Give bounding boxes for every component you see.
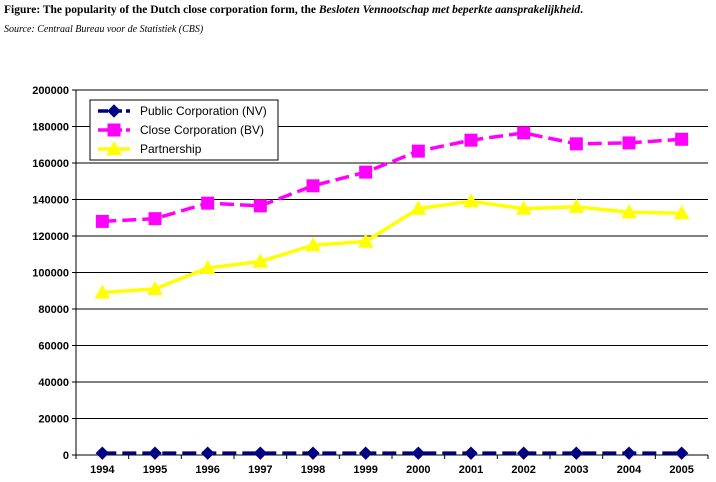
x-tick-label: 1999 — [353, 464, 377, 476]
data-point — [516, 446, 531, 460]
data-point — [464, 446, 478, 460]
x-tick-label: 1994 — [90, 464, 115, 476]
y-tick-label: 180000 — [32, 122, 69, 134]
x-tick-label: 2005 — [669, 464, 693, 476]
data-point — [622, 136, 636, 150]
figure-caption: Figure: The popularity of the Dutch clos… — [4, 4, 712, 16]
data-point — [201, 196, 215, 210]
data-point — [148, 212, 162, 226]
data-point — [305, 237, 321, 252]
y-tick-label: 80000 — [38, 304, 69, 316]
y-tick-label: 100000 — [32, 268, 69, 280]
data-point — [253, 446, 268, 460]
x-tick-label: 1997 — [248, 464, 272, 476]
data-point — [675, 132, 689, 146]
series-line — [102, 199, 682, 295]
data-point — [568, 198, 585, 213]
legend-swatch-marker — [107, 104, 121, 118]
series-0 — [95, 446, 689, 460]
data-point — [673, 205, 690, 220]
series-2 — [94, 193, 690, 299]
y-tick-label: 140000 — [32, 195, 69, 207]
grid-lines — [76, 89, 708, 419]
x-tick-label: 2000 — [406, 464, 430, 476]
series-1 — [95, 126, 689, 228]
caption-suffix: . — [580, 4, 584, 16]
data-point — [359, 165, 373, 179]
data-point — [358, 446, 373, 460]
x-axis-ticks: 1994 1995 1996 1997 1998 1999 2000 2001 2002 2003… — [75, 455, 709, 476]
caption-prefix: Figure: The popularity of the Dutch clos… — [4, 4, 319, 16]
legend-label: Partnership — [140, 142, 202, 156]
x-tick-label: 2004 — [617, 464, 642, 476]
data-point — [517, 126, 531, 140]
data-point — [94, 284, 111, 299]
data-point — [411, 144, 425, 158]
data-point — [95, 446, 110, 460]
series-group — [94, 126, 690, 460]
data-point — [95, 214, 109, 228]
data-point — [622, 446, 636, 460]
y-tick-label: 200000 — [32, 85, 69, 97]
y-tick-label: 40000 — [38, 377, 69, 389]
x-tick-label: 1995 — [143, 464, 167, 476]
figure-source: Source: Centraal Bureau voor de Statisti… — [4, 24, 204, 35]
y-tick-label: 160000 — [32, 158, 69, 170]
data-point — [200, 446, 215, 460]
y-tick-label: 0 — [63, 450, 69, 462]
data-point — [253, 199, 267, 213]
legend-label: Close Corporation (BV) — [140, 123, 264, 137]
legend-swatch-marker — [106, 140, 122, 156]
x-tick-label: 2002 — [511, 464, 535, 476]
data-point — [306, 446, 320, 460]
data-point — [569, 137, 583, 151]
y-tick-label: 20000 — [38, 414, 69, 426]
data-point — [147, 280, 163, 296]
data-point — [148, 446, 162, 460]
data-point — [621, 204, 637, 219]
data-point — [464, 133, 478, 147]
data-point — [674, 446, 689, 460]
legend-swatch-marker — [107, 123, 121, 137]
y-axis-ticks: 0 20000 40000 60000 80000 100000 120000 140000 1… — [32, 85, 76, 462]
data-point — [515, 200, 532, 215]
data-point — [199, 259, 216, 275]
data-point — [357, 233, 374, 248]
x-tick-label: 2001 — [459, 464, 483, 476]
data-point — [410, 200, 427, 215]
y-tick-label: 60000 — [38, 341, 69, 353]
x-tick-label: 1998 — [301, 464, 325, 476]
legend: Public Corporation (NV) Close Corporation… — [89, 99, 279, 161]
x-tick-label: 2003 — [564, 464, 588, 476]
data-point — [306, 179, 320, 193]
legend-label: Public Corporation (NV) — [140, 104, 267, 118]
data-point — [252, 253, 269, 268]
data-point — [411, 446, 426, 460]
caption-italic: Besloten Vennootschap met beperkte aansp… — [318, 4, 581, 16]
data-point — [463, 193, 479, 208]
x-tick-label: 1996 — [195, 464, 219, 476]
data-point — [569, 446, 584, 460]
y-tick-label: 120000 — [32, 231, 69, 243]
